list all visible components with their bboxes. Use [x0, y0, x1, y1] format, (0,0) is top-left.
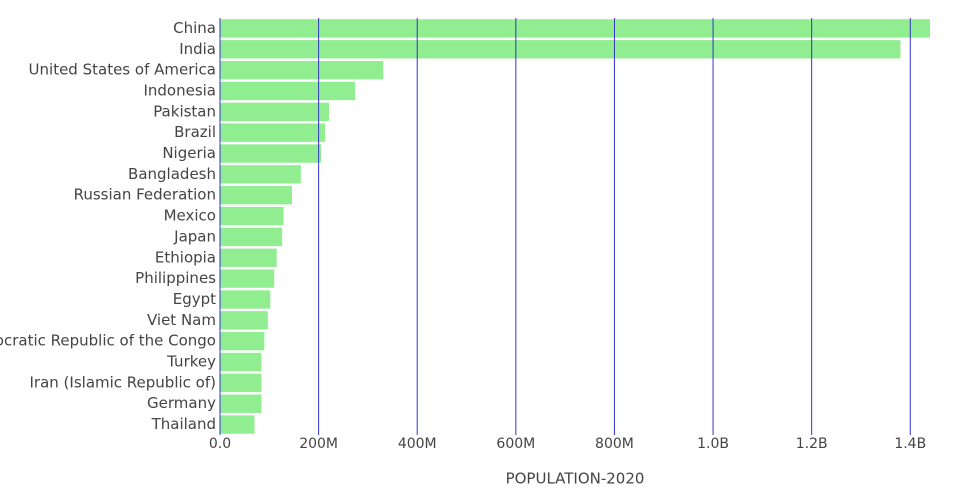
y-tick-label: Egypt [173, 290, 216, 308]
x-tick-label: 1.4B [894, 436, 926, 452]
x-tick-label: 1.0B [697, 436, 729, 452]
bar [220, 227, 283, 247]
bar [220, 144, 322, 163]
x-tick-label: 200M [299, 436, 338, 452]
x-tick-label: 1.2B [796, 436, 828, 452]
y-tick-label: Indonesia [143, 81, 216, 99]
y-tick-label: Mexico [164, 207, 216, 225]
y-tick-label: Ethiopia [155, 248, 216, 266]
bar [220, 290, 271, 309]
y-tick-label: Viet Nam [147, 311, 216, 329]
x-axis-title: POPULATION-2020 [506, 470, 645, 488]
y-tick-label: Japan [173, 227, 216, 245]
y-tick-label: Turkey [166, 353, 216, 371]
y-tick-label: Nigeria [162, 144, 216, 162]
y-tick-label: Philippines [135, 269, 216, 287]
y-tick-label: Russian Federation [74, 186, 216, 204]
bar [220, 332, 265, 351]
bar [220, 81, 356, 101]
y-tick-label: Bangladesh [128, 165, 216, 183]
bar [220, 102, 329, 121]
y-tick-label: Democratic Republic of the Congo [0, 332, 216, 350]
x-tick-label: 600M [496, 436, 535, 452]
x-tick-label: 800M [595, 436, 634, 452]
y-tick-label: India [179, 40, 216, 58]
bar [220, 352, 262, 372]
bar [220, 394, 262, 413]
bar [220, 165, 301, 184]
bar [220, 40, 901, 59]
y-tick-label: Iran (Islamic Republic of) [30, 373, 217, 391]
y-tick-label: Brazil [174, 123, 216, 141]
bar [220, 373, 262, 393]
y-tick-label: Germany [147, 394, 216, 412]
y-tick-label: Thailand [151, 415, 216, 433]
bar [220, 19, 930, 38]
bar [220, 206, 284, 226]
y-tick-label: United States of America [29, 61, 216, 79]
bar [220, 60, 384, 80]
bar [220, 415, 255, 434]
bar [220, 311, 268, 330]
x-tick-label: 400M [398, 436, 437, 452]
bar [220, 123, 326, 142]
y-tick-label: Pakistan [153, 102, 216, 120]
y-tick-label: China [173, 19, 216, 37]
bar [220, 248, 277, 267]
bar [220, 269, 275, 288]
bar [220, 186, 292, 205]
x-tick-label: 0.0 [209, 436, 231, 452]
